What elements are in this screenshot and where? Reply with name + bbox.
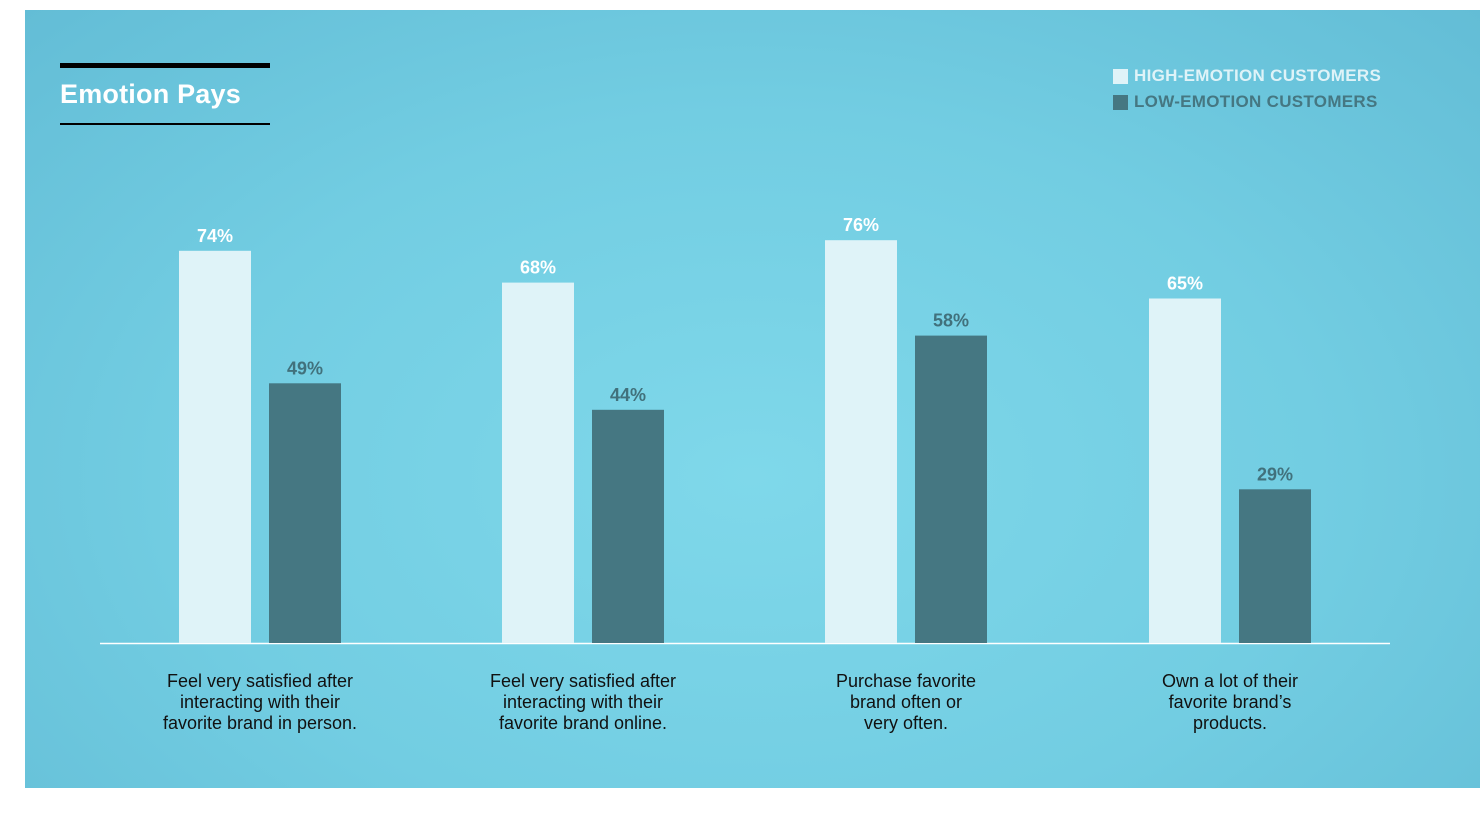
bar-low-emotion-2 [592,409,664,643]
category-label-line: Purchase favorite [835,671,977,691]
legend-label-high: HIGH-EMOTION CUSTOMERS [1134,66,1382,85]
legend-item-low: LOW-EMOTION CUSTOMERS [1113,89,1381,115]
bar-low-emotion-4 [1239,489,1311,643]
category-label-line: Own a lot of their [1161,671,1299,691]
bar-chart: 74% 68% 76% 65% 49% 44% 58% 29% [100,215,1390,645]
data-label-low-emotion-2: 44% [610,385,646,405]
category-label-line: Feel very satisfied after [489,671,677,691]
data-label-low-emotion-1: 49% [287,358,323,378]
category-label-line: favorite brand in person. [162,713,358,733]
category-label-4: Own a lot of their favorite brand’s produc… [1090,671,1370,734]
data-label-low-emotion-4: 29% [1257,464,1293,484]
title-rule-bottom [60,123,270,125]
data-label-high-emotion-2: 68% [520,258,556,278]
chart-title: Emotion Pays [60,79,241,109]
bar-high-emotion-1 [179,250,251,644]
bar-high-emotion-2 [502,282,574,643]
bar-low-emotion-1 [269,383,341,643]
category-label-line: Feel very satisfied after [166,671,354,691]
legend-swatch-low [1113,94,1128,110]
category-label-line: very often. [863,713,949,733]
data-label-high-emotion-1: 74% [197,226,233,246]
category-label-2: Feel very satisfied after interacting wit… [443,671,723,734]
data-label-low-emotion-3: 58% [933,311,969,331]
bar-high-emotion-4 [1149,298,1221,643]
bar-high-emotion-3 [825,240,897,643]
data-label-high-emotion-4: 65% [1167,274,1203,294]
bar-low-emotion-3 [915,335,987,643]
category-label-line: favorite brand online. [498,713,668,733]
legend: HIGH-EMOTION CUSTOMERS LOW-EMOTION CUSTO… [1113,63,1381,115]
data-label-high-emotion-3: 76% [843,215,879,235]
category-label-3: Purchase favorite brand often or very ofte… [766,671,1046,734]
legend-swatch-high [1113,68,1128,84]
category-label-line: interacting with their [502,692,664,712]
category-label-1: Feel very satisfied after interacting wit… [120,671,400,734]
category-label-line: interacting with their [179,692,341,712]
category-label-line: products. [1192,713,1268,733]
legend-label-low: LOW-EMOTION CUSTOMERS [1134,92,1378,111]
legend-item-high: HIGH-EMOTION CUSTOMERS [1113,63,1381,89]
title-rule-top [60,63,270,68]
chart-panel: Emotion Pays HIGH-EMOTION CUSTOMERS LOW-… [25,10,1480,788]
category-label-line: brand often or [849,692,963,712]
category-label-line: favorite brand’s [1168,692,1292,712]
